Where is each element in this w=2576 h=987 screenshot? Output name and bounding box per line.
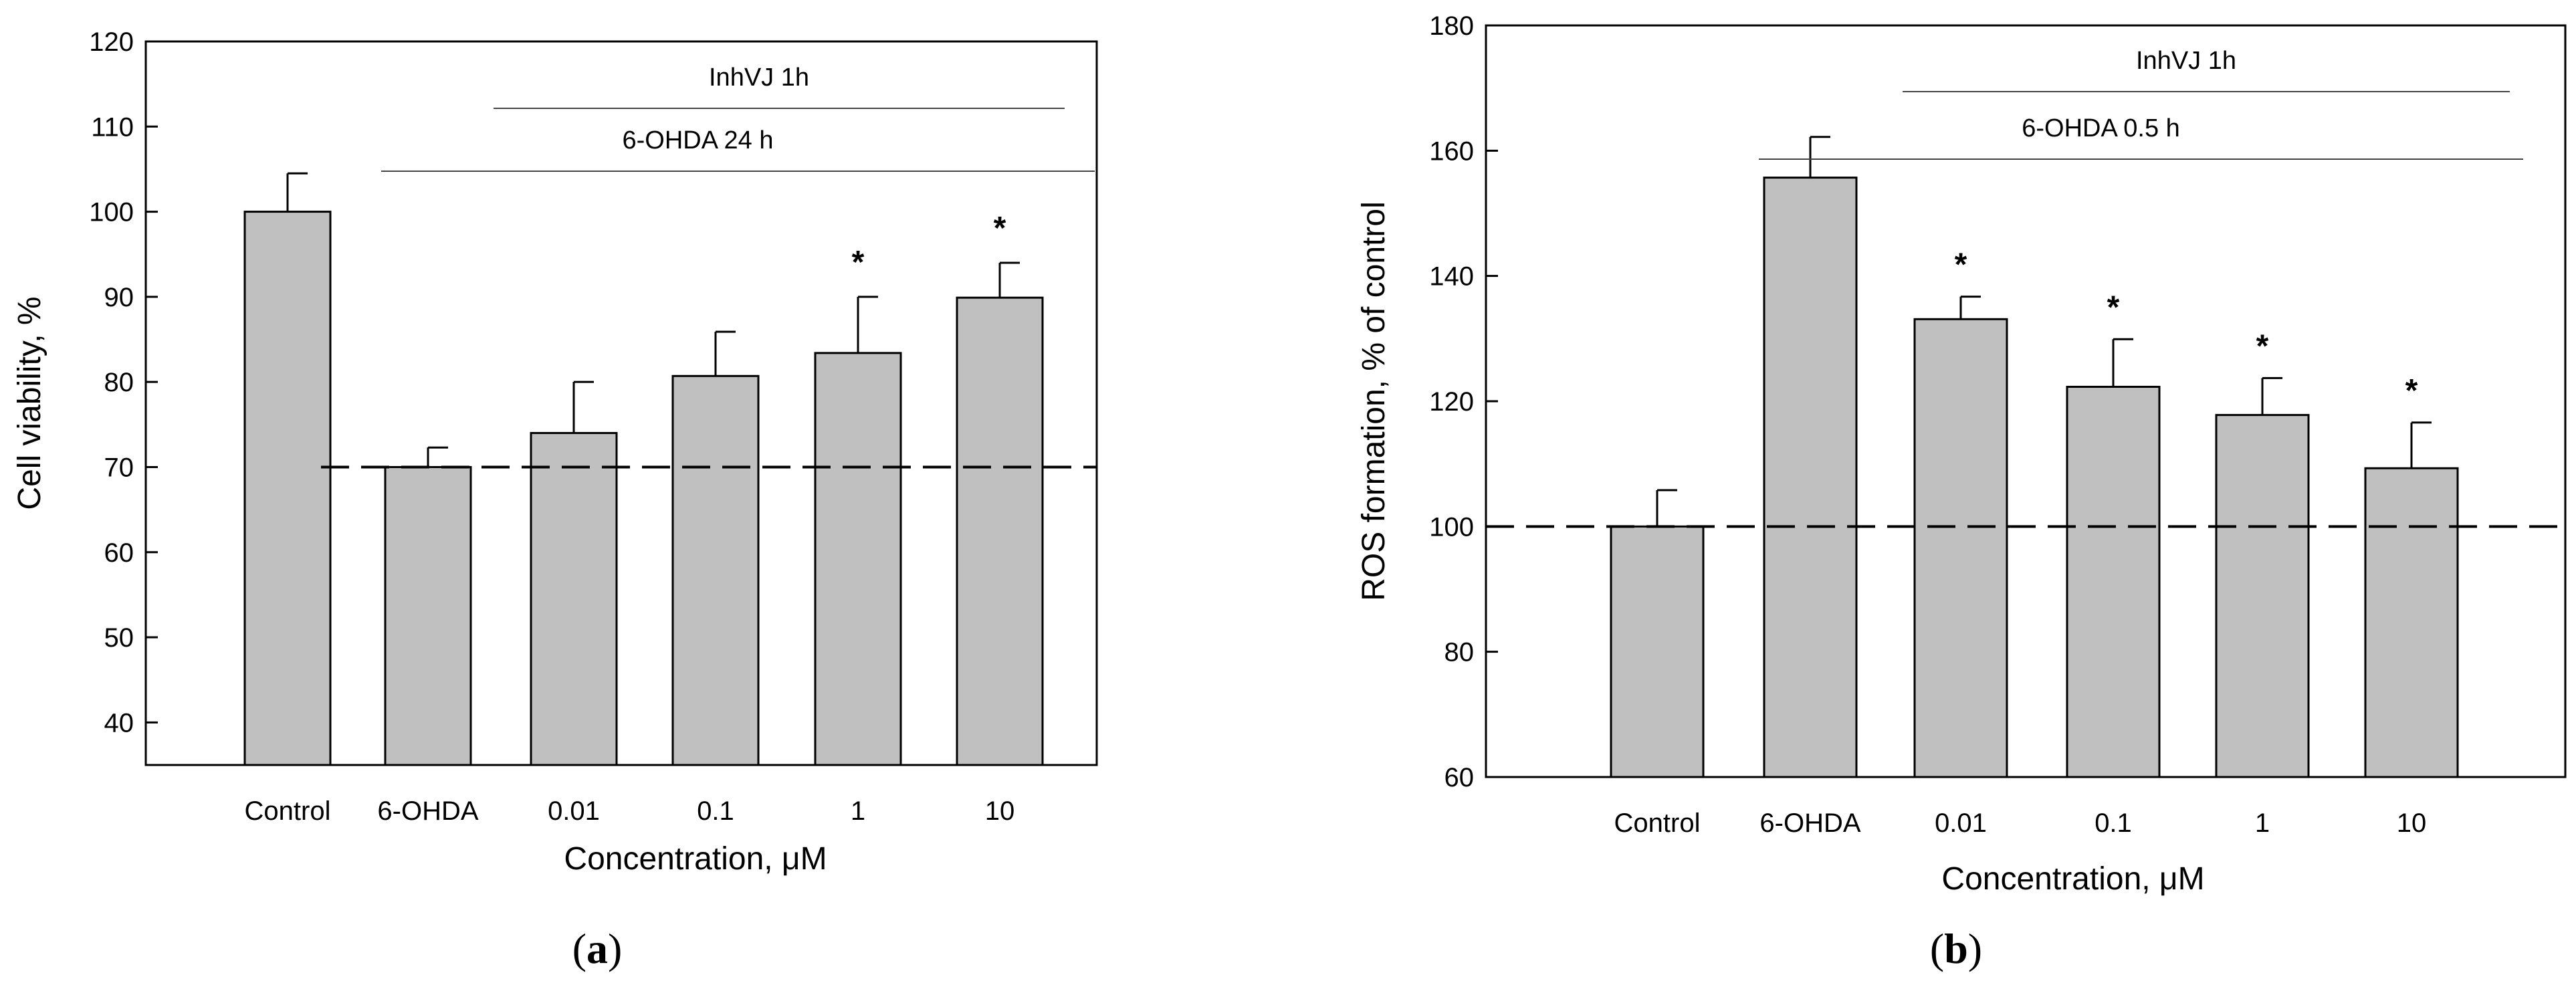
annotation-label: InhVJ 1h [709,64,809,92]
y-tick-label: 70 [104,453,134,482]
error-bar [427,446,448,467]
y-tick-label: 60 [1444,763,1475,792]
bar [1913,318,2008,778]
bar [1610,525,1705,778]
bar [2066,385,2161,778]
x-tick-label: 10 [985,796,1015,826]
significance-marker: * [1955,247,1967,283]
y-tick-label: 50 [104,623,134,653]
y-tick-label: 110 [91,112,134,142]
x-tick-label: 1 [851,796,865,826]
panel-label: (a) [572,925,623,972]
x-axis-tick-labels: Control 6-OHDA 0.01 0.1 1 10 [1614,808,2427,838]
error-bar [998,261,1020,298]
x-tick-label: 0.01 [548,796,600,826]
error-bar [2112,338,2133,387]
significance-marker: * [852,245,865,280]
y-tick-label: 180 [1429,11,1474,41]
error-bar [1959,296,1981,320]
x-axis-title: Concentration, μM [1941,861,2204,897]
error-bar [286,172,308,212]
x-tick-label: Control [1614,808,1701,838]
bar [530,432,618,766]
significance-marker: * [2107,290,2120,325]
annotation-label: 6-OHDA 24 h [623,126,774,154]
bar [814,352,902,766]
bar [2215,414,2310,778]
x-tick-label: 0.1 [697,796,734,826]
panel-b: 60 80 100 120 140 160 180 InhVJ 1h 6-OHDA 0.5 h… [1356,11,2567,972]
panel-label: (b) [1930,925,1982,972]
x-tick-label: 1 [2255,808,2270,838]
x-tick-label: 6-OHDA [377,796,478,826]
significance-markers: * * * * [1955,247,2418,409]
significance-marker: * [994,211,1006,246]
annotation-label: InhVJ 1h [2136,47,2236,75]
x-axis-title: Concentration, μM [564,841,827,877]
error-bar [1809,136,1830,178]
error-bar [2261,376,2282,415]
x-tick-label: 0.1 [2095,808,2132,838]
y-tick-label: 140 [1429,262,1474,292]
y-tick-label: 40 [104,708,134,738]
bars [1610,177,2459,778]
y-tick-label: 160 [1429,136,1474,166]
y-axis-ticks: 40 50 60 70 80 90 100 110 120 [89,27,158,738]
error-bar [857,296,878,353]
y-tick-label: 120 [89,27,134,57]
error-bar [1656,489,1677,527]
plot-area-frame [144,40,1098,766]
y-tick-label: 90 [104,283,134,312]
x-tick-label: 0.01 [1935,808,1987,838]
bar [384,465,472,766]
y-axis-title: ROS formation, % of control [1356,201,1392,601]
error-bar [572,380,594,433]
bar [243,211,332,766]
y-tick-label: 100 [1429,512,1474,542]
x-tick-label: 10 [2397,808,2427,838]
error-bars [1656,136,2432,527]
y-axis-title: Cell viability, % [12,296,47,510]
y-tick-label: 80 [1444,638,1475,667]
x-tick-label: Control [245,796,331,826]
significance-marker: * [2256,328,2269,364]
bar [671,374,760,766]
y-tick-label: 80 [104,368,134,397]
bar [2364,467,2459,778]
x-tick-label: 6-OHDA [1759,808,1860,838]
y-axis-ticks: 60 80 100 120 140 160 180 [1429,11,1498,792]
annotation-label: 6-OHDA 0.5 h [2022,114,2180,142]
bar [1763,177,1858,778]
significance-markers: ** [852,211,1006,280]
bar [956,296,1044,766]
bars [243,211,1044,766]
panel-label-letter: a [586,925,608,972]
error-bars [286,172,1020,467]
significance-marker: * [2405,373,2418,409]
x-axis-tick-labels: Control 6-OHDA 0.01 0.1 1 10 [245,796,1015,826]
error-bar [2410,421,2432,469]
panel-label-letter: b [1944,925,1968,972]
treatment-annotations: InhVJ 1h 6-OHDA 24 h [381,64,1095,172]
y-tick-label: 120 [1429,387,1474,417]
error-bar [714,330,736,376]
y-tick-label: 60 [104,538,134,568]
y-tick-label: 100 [89,198,134,227]
treatment-annotations: InhVJ 1h 6-OHDA 0.5 h [1759,47,2523,160]
